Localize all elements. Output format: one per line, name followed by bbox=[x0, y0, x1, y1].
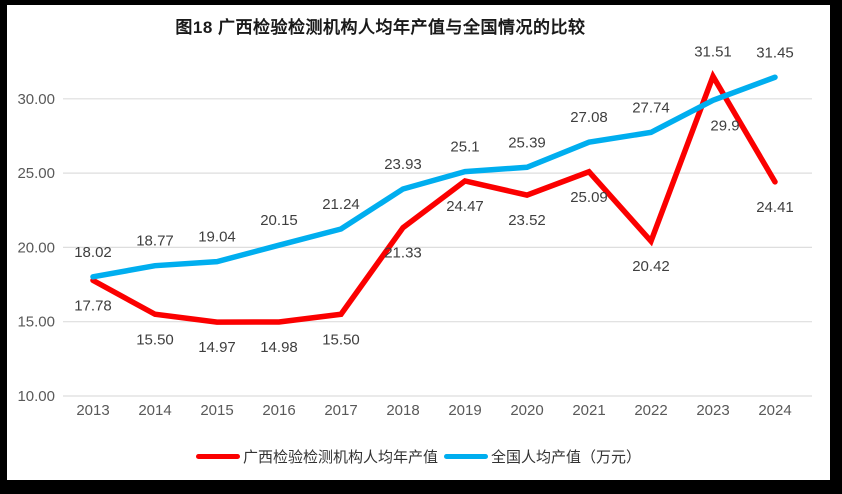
data-label: 31.51 bbox=[694, 43, 732, 60]
series-line-1 bbox=[90, 74, 778, 280]
x-axis-tick-label: 2013 bbox=[76, 402, 109, 419]
x-axis-tick-label: 2014 bbox=[138, 402, 171, 419]
y-axis-tick-label: 25.00 bbox=[17, 165, 55, 182]
data-label: 18.02 bbox=[74, 244, 112, 261]
x-axis-tick-label: 2024 bbox=[758, 402, 791, 419]
x-axis-tick-label: 2019 bbox=[448, 402, 481, 419]
x-axis-tick-label: 2023 bbox=[696, 402, 729, 419]
data-label: 21.33 bbox=[384, 245, 422, 262]
x-axis-tick-label: 2020 bbox=[510, 402, 543, 419]
data-label: 20.15 bbox=[260, 212, 298, 229]
data-label: 19.04 bbox=[198, 229, 236, 246]
data-label: 17.78 bbox=[74, 297, 112, 314]
data-label: 25.39 bbox=[508, 134, 546, 151]
data-label: 23.93 bbox=[384, 156, 422, 173]
x-axis-tick-label: 2022 bbox=[634, 402, 667, 419]
data-label: 25.09 bbox=[570, 189, 608, 206]
x-axis-tick-label: 2015 bbox=[200, 402, 233, 419]
data-label: 15.50 bbox=[322, 331, 360, 348]
legend-label-guangxi: 广西检验检测机构人均年产值 bbox=[242, 449, 438, 466]
data-label: 18.77 bbox=[136, 233, 174, 250]
chart-legend: 广西检验检测机构人均年产值 全国人均产值（万元） bbox=[7, 446, 830, 467]
data-label: 25.1 bbox=[450, 139, 479, 156]
data-label: 27.08 bbox=[570, 109, 608, 126]
chart-title: 图18 广西检验检测机构人均年产值与全国情况的比较 bbox=[175, 18, 586, 37]
data-label: 20.42 bbox=[632, 258, 670, 275]
legend-label-national: 全国人均产值（万元） bbox=[491, 449, 642, 466]
data-label: 23.52 bbox=[508, 212, 546, 229]
national-series-swatch-icon bbox=[444, 454, 488, 459]
data-label: 14.97 bbox=[198, 339, 236, 356]
y-axis-tick-label: 20.00 bbox=[17, 239, 55, 256]
data-label: 24.47 bbox=[446, 198, 484, 215]
y-axis-tick-label: 15.00 bbox=[17, 314, 55, 331]
data-label: 24.41 bbox=[756, 199, 794, 216]
data-label: 29.9 bbox=[710, 117, 739, 134]
chart-canvas: 图18 广西检验检测机构人均年产值与全国情况的比较 10.00 15.00 20.0… bbox=[7, 5, 830, 480]
data-label: 31.45 bbox=[756, 44, 794, 61]
series-line-0 bbox=[90, 70, 778, 325]
y-axis-tick-label: 10.00 bbox=[17, 388, 55, 405]
x-axis-tick-label: 2018 bbox=[386, 402, 419, 419]
line-chart: 10.00 15.00 20.00 25.00 30.00 2013 2014 2015 201… bbox=[17, 43, 812, 419]
y-axis-tick-label: 30.00 bbox=[17, 91, 55, 108]
legend-item-guangxi: 广西检验检测机构人均年产值 bbox=[195, 446, 438, 467]
x-axis-tick-label: 2021 bbox=[572, 402, 605, 419]
guangxi-series-swatch-icon bbox=[195, 454, 240, 459]
data-label: 14.98 bbox=[260, 339, 298, 356]
data-label: 15.50 bbox=[136, 331, 174, 348]
legend-item-national: 全国人均产值（万元） bbox=[444, 446, 641, 467]
x-axis-tick-label: 2016 bbox=[262, 402, 295, 419]
x-axis-tick-label: 2017 bbox=[324, 402, 357, 419]
data-label: 27.74 bbox=[632, 99, 670, 116]
data-label: 21.24 bbox=[322, 196, 360, 213]
